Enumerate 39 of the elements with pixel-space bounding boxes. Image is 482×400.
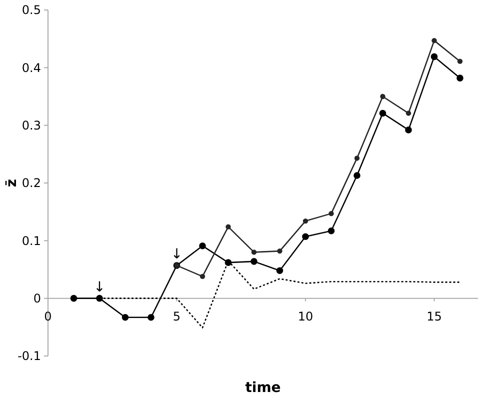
point: [250, 258, 258, 265]
point: [328, 210, 334, 216]
y-axis-title: z̄: [4, 178, 20, 188]
point: [199, 242, 206, 250]
point: [354, 156, 360, 161]
y-tick-label: 0.1: [22, 234, 41, 248]
point: [456, 74, 464, 82]
point: [277, 248, 282, 254]
point: [226, 224, 231, 230]
point: [302, 218, 308, 224]
y-tick-label: -0.1: [18, 349, 41, 364]
point: [148, 314, 154, 321]
point: [328, 227, 335, 234]
y-tick-label: 0.5: [22, 3, 41, 18]
point: [380, 94, 386, 100]
point: [406, 110, 412, 116]
x-tick-label: 10: [298, 309, 314, 324]
y-tick-label: 0.2: [22, 176, 41, 190]
annotation: ↓: [170, 246, 183, 262]
x-tick-label: 0: [44, 309, 52, 324]
x-tick-label: 5: [172, 309, 181, 324]
y-tick-label: 0.4: [22, 60, 41, 75]
point: [457, 58, 463, 64]
point: [430, 53, 438, 60]
y-tick-label: 0.3: [22, 118, 41, 133]
point: [302, 233, 309, 240]
point: [122, 314, 129, 321]
point: [354, 172, 360, 179]
annotation: ↓: [94, 279, 106, 296]
point: [70, 294, 78, 302]
point: [200, 274, 206, 280]
point: [405, 126, 412, 134]
x-tick-label: 15: [426, 309, 442, 324]
point: [379, 110, 386, 117]
point: [432, 38, 437, 44]
point: [276, 267, 284, 274]
y-tick-label: 0: [33, 292, 41, 306]
point: [251, 250, 257, 255]
x-axis-title: time: [245, 380, 281, 396]
